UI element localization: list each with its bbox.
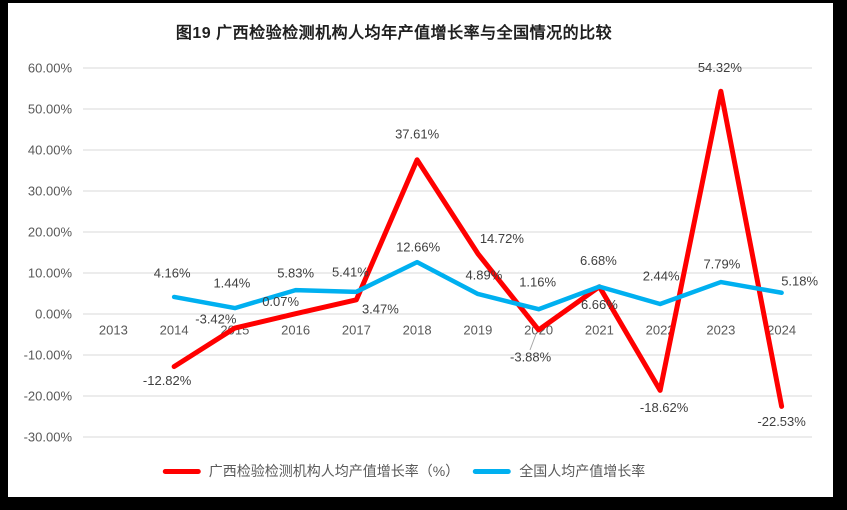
y-tick-label: 0.00% bbox=[35, 307, 72, 322]
data-label: 5.83% bbox=[277, 266, 314, 281]
data-label: 1.16% bbox=[519, 275, 556, 290]
legend-item-guangxi: 广西检验检测机构人均产值增长率（%） bbox=[162, 461, 460, 481]
x-tick-label: 2014 bbox=[160, 323, 189, 338]
data-label: -12.82% bbox=[143, 373, 192, 388]
y-tick-label: 40.00% bbox=[28, 143, 73, 158]
legend: 广西检验检测机构人均产值增长率（%） 全国人均产值增长率 bbox=[162, 461, 645, 481]
y-tick-label: -20.00% bbox=[24, 389, 73, 404]
x-tick-label: 2023 bbox=[706, 323, 735, 338]
data-label: 0.07% bbox=[262, 294, 299, 309]
data-label: 54.32% bbox=[698, 60, 743, 75]
data-label: 14.72% bbox=[480, 231, 525, 246]
legend-swatch-blue-line-icon bbox=[473, 468, 512, 474]
data-label: 6.68% bbox=[580, 253, 617, 268]
legend-swatch-red-line-icon bbox=[162, 468, 201, 474]
data-label: 37.61% bbox=[395, 126, 440, 141]
legend-label-guangxi: 广西检验检测机构人均产值增长率（%） bbox=[208, 463, 460, 479]
x-tick-label: 2018 bbox=[403, 323, 432, 338]
y-tick-label: -10.00% bbox=[24, 348, 73, 363]
data-label: 2.44% bbox=[643, 268, 680, 283]
data-label: -22.53% bbox=[757, 414, 806, 429]
data-label: -18.62% bbox=[640, 400, 689, 415]
x-tick-label: 2019 bbox=[463, 323, 492, 338]
x-tick-label: 2022 bbox=[646, 323, 675, 338]
chart-canvas bbox=[8, 3, 833, 497]
y-tick-label: 50.00% bbox=[28, 102, 73, 117]
data-label: 4.89% bbox=[465, 267, 502, 282]
data-label: 5.41% bbox=[332, 264, 369, 279]
x-tick-label: 2021 bbox=[585, 323, 614, 338]
data-label: 5.18% bbox=[781, 273, 818, 288]
legend-label-national: 全国人均产值增长率 bbox=[519, 463, 646, 479]
y-tick-label: 60.00% bbox=[28, 61, 73, 76]
data-label: 12.66% bbox=[396, 240, 441, 255]
x-tick-label: 2017 bbox=[342, 323, 371, 338]
series-line-guangxi bbox=[171, 88, 785, 409]
legend-item-national: 全国人均产值增长率 bbox=[473, 461, 645, 481]
y-tick-label: 20.00% bbox=[28, 225, 73, 240]
y-tick-label: -30.00% bbox=[24, 430, 73, 445]
data-label: 3.47% bbox=[362, 301, 399, 316]
x-tick-label: 2016 bbox=[281, 323, 310, 338]
x-tick-label: 2013 bbox=[99, 323, 128, 338]
y-tick-label: 30.00% bbox=[28, 184, 73, 199]
data-label: 1.44% bbox=[213, 276, 250, 291]
data-label: -3.42% bbox=[195, 312, 237, 327]
data-label: -3.88% bbox=[510, 349, 552, 364]
y-tick-label: 10.00% bbox=[28, 266, 73, 281]
data-label: 4.16% bbox=[154, 265, 191, 280]
data-label: 7.79% bbox=[703, 257, 740, 272]
data-label: 6.66% bbox=[581, 297, 618, 312]
series-line-national bbox=[171, 259, 784, 312]
chart-title: 图19 广西检验检测机构人均年产值增长率与全国情况的比较 bbox=[175, 25, 613, 42]
label-leader-line bbox=[529, 333, 537, 351]
x-tick-label: 2024 bbox=[767, 323, 796, 338]
